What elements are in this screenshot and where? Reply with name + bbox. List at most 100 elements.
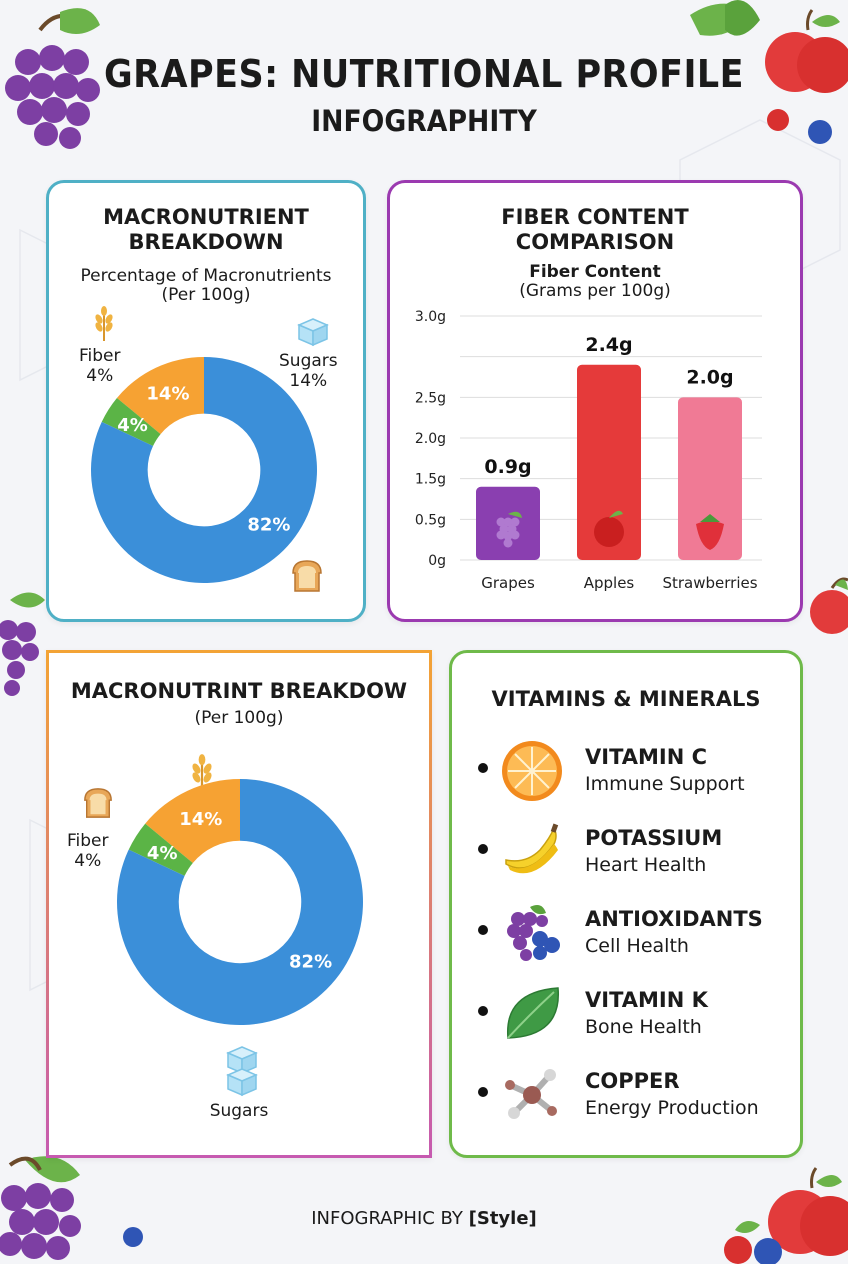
fiber-legend-value: 4% bbox=[86, 366, 114, 386]
donut-segment-sugars bbox=[145, 779, 240, 863]
bar-strawberries bbox=[678, 397, 742, 560]
vitamin-item: ANTIOXIDANTS Cell Health bbox=[452, 901, 800, 981]
fiber-comparison-card: FIBER CONTENT COMPARISON Fiber Content (… bbox=[387, 180, 803, 622]
macronutrient-donut-chart: 14% 4% 82% bbox=[90, 357, 317, 583]
donut-label-fiber: 4% bbox=[117, 415, 148, 436]
apple-decoration-right bbox=[810, 577, 848, 634]
bullet-dot bbox=[478, 1006, 488, 1016]
fiber-title-line1: FIBER CONTENT bbox=[501, 205, 689, 229]
macronutrient-subtitle-line1: Percentage of Macronutrients bbox=[80, 266, 332, 286]
macronutrient-card: MACRONUTRIENT BREAKDOWN Percentage of Ma… bbox=[46, 180, 366, 622]
donut-segment-fiber bbox=[101, 397, 161, 447]
macronutrient-donut-chart-secondary: 14%4% 82% bbox=[117, 779, 364, 1025]
vitamin-benefit: Energy Production bbox=[585, 1097, 759, 1119]
bullet-dot bbox=[478, 763, 488, 773]
banana-icon bbox=[505, 823, 559, 874]
macronutrient-card-title: MACRONUTRIENT BREAKDOWN bbox=[49, 205, 363, 255]
vitamin-item: COPPER Energy Production bbox=[452, 1063, 800, 1143]
sugar-cube-icon bbox=[297, 318, 329, 347]
vitamins-minerals-card: VITAMINS & MINERALS VITAMIN C Immune Sup… bbox=[449, 650, 803, 1158]
grapes-berries-icon bbox=[507, 905, 560, 961]
y-tick-label: 1.5g bbox=[415, 472, 446, 488]
vitamin-benefit: Bone Health bbox=[585, 1016, 702, 1038]
y-tick-label: 3.0g bbox=[415, 309, 446, 325]
donut-segment-other bbox=[117, 779, 364, 1025]
fiber-subtitle-line2: (Grams per 100g) bbox=[519, 281, 671, 301]
x-tick-label: Apples bbox=[584, 574, 635, 592]
macronutrient-title-line1: MACRONUTRIENT bbox=[103, 205, 309, 229]
fiber-legend-value-secondary: 4% bbox=[74, 851, 102, 871]
bread-icon bbox=[292, 560, 322, 592]
vitamin-benefit: Heart Health bbox=[585, 854, 707, 876]
macronutrient-subtitle-line2: (Per 100g) bbox=[161, 285, 251, 305]
bullet-dot bbox=[478, 925, 488, 935]
fiber-legend: Fiber 4% bbox=[79, 346, 121, 386]
orange-slice-icon bbox=[502, 741, 562, 801]
sugar-cube-icon bbox=[226, 1046, 258, 1097]
vitamin-name: VITAMIN C bbox=[585, 745, 708, 769]
bar-value-label: 2.0g bbox=[686, 366, 733, 388]
footer-brand: [Style] bbox=[468, 1208, 537, 1229]
sugars-legend-secondary: Sugars bbox=[209, 1101, 269, 1121]
macronutrient-secondary-subtitle: (Per 100g) bbox=[194, 708, 284, 728]
sugars-legend-value: 14% bbox=[289, 371, 328, 391]
bar-apples bbox=[577, 364, 641, 560]
molecule-icon bbox=[505, 1069, 557, 1119]
x-tick-label: Strawberries bbox=[662, 574, 757, 592]
fiber-title-line2: COMPARISON bbox=[515, 230, 675, 254]
y-tick-label: 2.5g bbox=[415, 390, 446, 406]
vitamin-name: ANTIOXIDANTS bbox=[585, 907, 763, 931]
donut-label-other: 82% bbox=[289, 952, 332, 973]
apple-icon bbox=[594, 510, 624, 547]
sugars-legend: Sugars 14% bbox=[279, 351, 338, 391]
donut-segment-sugars bbox=[116, 357, 204, 435]
fiber-bar-chart: 0g 0.5g 1.5g 2.0g 2.5g 3.0g 0.9g Grapes 2.4g Appl… bbox=[415, 309, 762, 592]
page-title: GRAPES: NUTRITIONAL PROFILE bbox=[103, 52, 745, 96]
footer-credit: INFOGRAPHIC BY [Style] bbox=[0, 1208, 848, 1229]
donut-label-sugars: 14% bbox=[146, 384, 189, 405]
y-tick-label: 0g bbox=[428, 553, 446, 569]
bullet-dot bbox=[478, 844, 488, 854]
fiber-legend-secondary: Fiber 4% bbox=[67, 831, 109, 871]
fiber-card-subtitle: Fiber Content (Grams per 100g) bbox=[390, 263, 800, 301]
vitamin-benefit: Cell Health bbox=[585, 935, 689, 957]
vitamins-card-title: VITAMINS & MINERALS bbox=[491, 687, 761, 711]
fiber-legend-label-secondary: Fiber bbox=[67, 831, 109, 851]
vitamin-name: COPPER bbox=[585, 1069, 680, 1093]
donut-segment-fiber bbox=[128, 823, 193, 876]
sugars-legend-label: Sugars bbox=[279, 351, 338, 371]
macronutrient-card-subtitle: Percentage of Macronutrients (Per 100g) bbox=[49, 267, 363, 305]
vitamin-name: VITAMIN K bbox=[585, 988, 708, 1012]
fruit-decoration-bottom-right bbox=[724, 1167, 848, 1264]
donut-label-fiber: 4% bbox=[147, 843, 178, 864]
donut-label-other: 82% bbox=[247, 515, 290, 536]
footer-prefix: INFOGRAPHIC BY bbox=[311, 1208, 463, 1229]
vitamin-item: VITAMIN K Bone Health bbox=[452, 982, 800, 1062]
fiber-card-title: FIBER CONTENT COMPARISON bbox=[390, 205, 800, 255]
strawberry-icon bbox=[696, 514, 724, 550]
grapes-decoration-bottom-left bbox=[0, 1156, 143, 1260]
grapes-decoration-left bbox=[0, 592, 45, 696]
macronutrient-secondary-title: MACRONUTRINT BREAKDOW bbox=[70, 679, 408, 703]
x-tick-label: Grapes bbox=[481, 574, 535, 592]
macronutrient-title-line2: BREAKDOWN bbox=[128, 230, 284, 254]
fiber-legend-label: Fiber bbox=[79, 346, 121, 366]
wheat-icon bbox=[95, 306, 113, 341]
bar-value-label: 0.9g bbox=[484, 456, 531, 478]
vitamin-benefit: Immune Support bbox=[585, 773, 745, 795]
apple-decoration-top-right bbox=[765, 9, 848, 144]
vitamin-item: POTASSIUM Heart Health bbox=[452, 820, 800, 900]
grapes-decoration-top-left bbox=[5, 8, 100, 149]
vitamin-name: POTASSIUM bbox=[585, 826, 723, 850]
vitamin-item: VITAMIN C Immune Support bbox=[452, 739, 800, 819]
page-subtitle: INFOGRAPHITY bbox=[311, 104, 537, 138]
bullet-dot bbox=[478, 1087, 488, 1097]
donut-label-sugars: 14% bbox=[179, 809, 222, 830]
grape-icon bbox=[496, 511, 522, 548]
macronutrient-card-secondary: MACRONUTRINT BREAKDOW (Per 100g) Fiber 4… bbox=[46, 650, 432, 1158]
y-tick-label: 0.5g bbox=[415, 512, 446, 528]
leaf-icon bbox=[507, 987, 559, 1039]
y-tick-label: 2.0g bbox=[415, 431, 446, 447]
donut-segment-other bbox=[90, 357, 317, 583]
